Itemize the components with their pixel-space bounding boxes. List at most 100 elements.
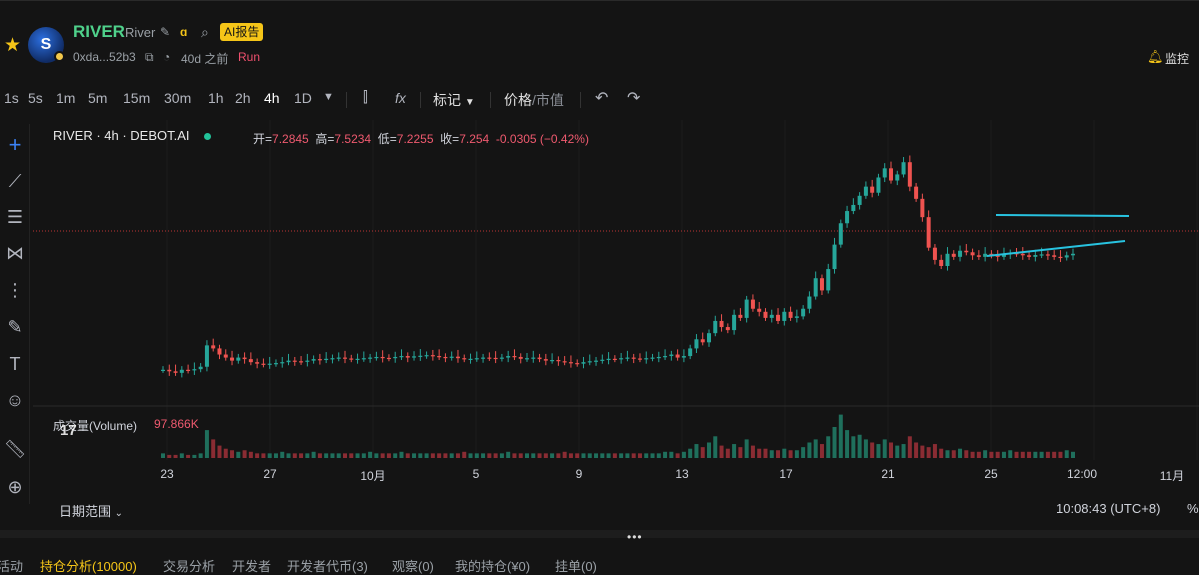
edit-icon[interactable]: ✎ [160, 25, 171, 39]
favorite-star-icon[interactable]: ★ [4, 35, 22, 56]
x-tick: 27 [263, 467, 277, 481]
candle-body [311, 359, 316, 361]
volume-bar [876, 444, 881, 458]
candle-body [437, 356, 442, 358]
volume-bar [1020, 451, 1025, 458]
text-tool-icon[interactable]: T [9, 353, 21, 374]
timeframe-5s[interactable]: 5s [28, 90, 43, 106]
indicators-label: 标记 [433, 92, 461, 108]
volume-bar [198, 453, 203, 458]
mcap-toggle[interactable]: /市值 [532, 92, 564, 108]
date-range-button[interactable]: 日期范围 ⌄ [59, 501, 123, 520]
volume-bar [223, 448, 228, 458]
candle-body [951, 253, 956, 257]
candle-body [412, 356, 417, 358]
drag-handle-icon[interactable]: ••• [627, 530, 643, 544]
percent-toggle[interactable]: % [1187, 501, 1199, 516]
tab-activity[interactable]: 活动 [0, 559, 24, 574]
timeframe-1m[interactable]: 1m [56, 90, 76, 106]
volume-bar [330, 453, 335, 458]
monitor-button[interactable]: 监控 [1165, 52, 1190, 66]
volume-bar [625, 453, 630, 458]
close-label: 收= [440, 132, 460, 146]
date-range-label: 日期范围 [59, 504, 112, 519]
tab-trade-analysis[interactable]: 交易分析 [163, 559, 216, 574]
tab-developer[interactable]: 开发者 [232, 559, 272, 574]
candle-body [845, 211, 850, 224]
volume-bar [907, 436, 912, 458]
tab-holders[interactable]: 持仓分析(10000) [40, 559, 137, 574]
volume-bars [161, 414, 1075, 458]
candle-body [186, 369, 191, 371]
candle-body [468, 358, 473, 360]
candle-type-icon[interactable]: ⫿ [363, 89, 368, 106]
volume-bar [663, 451, 668, 458]
timeframe-4h[interactable]: 4h [264, 90, 280, 106]
candle-body [725, 327, 730, 331]
volume-bar [575, 453, 580, 458]
pattern-tool-icon[interactable]: ⋈ [6, 242, 24, 263]
tab-my-positions[interactable]: 我的持仓(¥0) [455, 559, 531, 574]
redo-icon[interactable]: ↷ [627, 90, 641, 107]
volume-label: 成交量(Volume) [53, 419, 138, 433]
candle-body [889, 168, 893, 181]
horizontal-lines-icon[interactable]: ☰ [6, 206, 24, 227]
x-tick: 21 [881, 467, 895, 481]
volume-bar [750, 445, 755, 458]
ai-report-button[interactable]: AI报告 [220, 23, 264, 41]
volume-bar [813, 439, 818, 458]
candle-body [1045, 254, 1050, 256]
tab-watch[interactable]: 观察(0) [392, 559, 434, 574]
timeframe-1d[interactable]: 1D [294, 90, 312, 106]
volume-bar [336, 453, 341, 458]
candle-body [587, 361, 592, 363]
copy-icon[interactable]: ⧉ [145, 50, 154, 64]
toolbar-divider [580, 92, 581, 108]
zoom-in-icon[interactable]: ⊕ [7, 476, 23, 497]
volume-bar [644, 453, 649, 458]
fib-tool-icon[interactable]: ⋮ [6, 279, 24, 300]
candle-body [273, 363, 278, 365]
volume-bar [738, 447, 743, 458]
tab-dev-tokens[interactable]: 开发者代币(3) [287, 559, 368, 574]
timeframe-2h[interactable]: 2h [235, 90, 251, 106]
volume-bar [964, 450, 969, 458]
price-chart[interactable] [33, 120, 1199, 530]
key-icon[interactable]: ɑ [180, 25, 188, 39]
indicator-fx-button[interactable]: fx [395, 90, 406, 106]
candle-body [462, 358, 467, 360]
bell-icon[interactable]: 🔔︎ [1147, 49, 1164, 64]
timeframe-1h[interactable]: 1h [208, 90, 224, 106]
candle-body [757, 308, 762, 312]
timeframe-1s[interactable]: 1s [4, 90, 19, 106]
emoji-tool-icon[interactable]: ☺ [5, 389, 25, 410]
timeframe-15m[interactable]: 15m [123, 90, 151, 106]
timeframe-dropdown-icon[interactable]: ▼ [323, 91, 334, 103]
chart-legend: RIVER · 4h · DEBOT.AI [53, 128, 223, 143]
ruler-icon[interactable]: 📏︎ [3, 438, 27, 459]
chevron-down-icon: ⌄ [114, 508, 124, 519]
timeframe-30m[interactable]: 30m [164, 90, 192, 106]
crosshair-icon[interactable]: + [8, 132, 22, 157]
search-icon[interactable]: ⌕ [201, 24, 209, 40]
candle-body [1064, 255, 1069, 258]
panel-splitter[interactable] [0, 530, 1199, 538]
volume-bar [857, 434, 862, 458]
undo-icon[interactable]: ↶ [595, 90, 609, 107]
volume-bar [637, 453, 642, 458]
price-toggle[interactable]: 价格 [504, 92, 532, 108]
brush-tool-icon[interactable]: ✎ [7, 316, 23, 337]
candle-body [204, 345, 209, 367]
candle-body [443, 356, 448, 359]
contract-address: 0xda...52b3 [73, 50, 136, 64]
candle-body [612, 358, 617, 360]
run-link[interactable]: Run [238, 50, 261, 64]
tab-orders[interactable]: 挂单(0) [555, 559, 597, 574]
candle-body [405, 356, 410, 358]
trendline-tool-icon[interactable]: ⟋ [8, 170, 22, 191]
timeframe-5m[interactable]: 5m [88, 90, 108, 106]
candle-body [537, 357, 542, 360]
candle-body [1020, 253, 1025, 256]
candle-body [970, 252, 975, 256]
indicators-menu[interactable]: 标记 ▼ [433, 90, 475, 110]
